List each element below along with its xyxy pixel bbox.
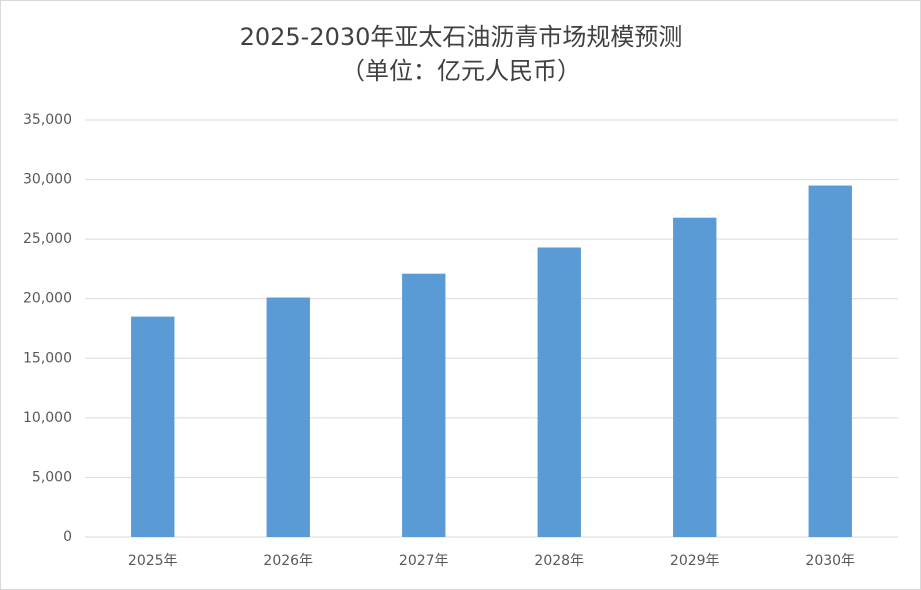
y-tick-label: 0 bbox=[63, 529, 72, 545]
bar bbox=[537, 247, 581, 538]
y-tick-label: 25,000 bbox=[23, 231, 72, 247]
y-tick-label: 20,000 bbox=[23, 291, 72, 307]
x-tick-label: 2025年 bbox=[128, 553, 178, 569]
bar bbox=[673, 217, 717, 537]
x-tick-label: 2026年 bbox=[263, 553, 313, 569]
x-tick-label: 2027年 bbox=[399, 553, 449, 569]
x-tick-label: 2030年 bbox=[805, 553, 855, 569]
bar bbox=[808, 185, 852, 537]
chart-title: 2025-2030年亚太石油沥青市场规模预测 bbox=[240, 23, 683, 51]
y-tick-label: 10,000 bbox=[23, 410, 72, 426]
y-tick-label: 35,000 bbox=[23, 112, 72, 128]
x-tick-label: 2029年 bbox=[670, 553, 720, 569]
bar bbox=[402, 273, 446, 537]
y-tick-label: 30,000 bbox=[23, 172, 72, 188]
bar bbox=[266, 297, 310, 537]
bar bbox=[131, 316, 175, 537]
y-tick-label: 5,000 bbox=[32, 469, 72, 485]
chart-subtitle: （单位：亿元人民币） bbox=[341, 57, 581, 85]
y-tick-label: 15,000 bbox=[23, 350, 72, 366]
x-tick-label: 2028年 bbox=[534, 553, 584, 569]
